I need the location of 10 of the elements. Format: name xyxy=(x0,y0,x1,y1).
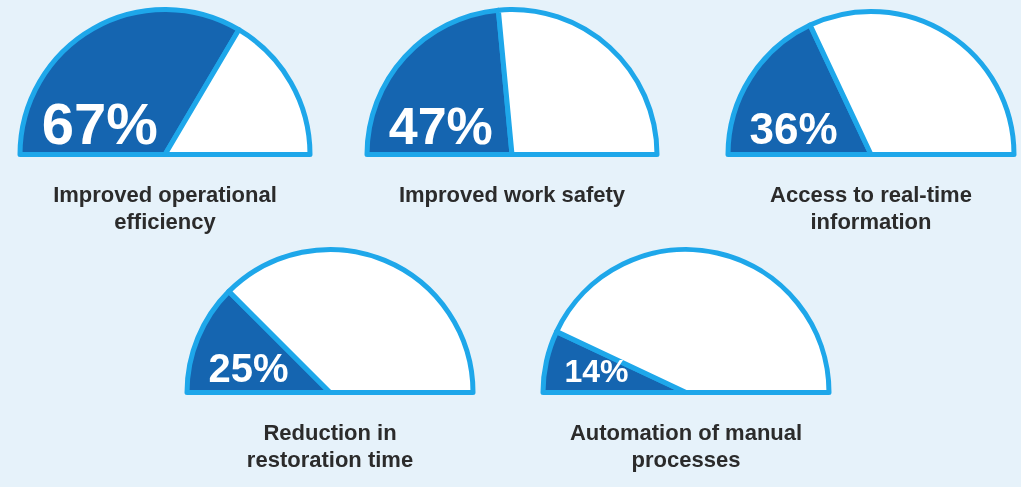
data-label: 67% xyxy=(41,91,158,157)
data-label: 47% xyxy=(388,97,493,156)
text: Automation of manual processes xyxy=(568,419,804,473)
data-label: 25% xyxy=(208,346,289,391)
text: Access to real-time information xyxy=(769,181,973,235)
text: Reduction in restoration time xyxy=(245,419,415,473)
text: Improved work safety xyxy=(397,181,627,208)
text: Improved operational efficiency xyxy=(52,181,278,235)
data-label: 36% xyxy=(749,104,838,154)
data-label: 14% xyxy=(564,353,629,390)
